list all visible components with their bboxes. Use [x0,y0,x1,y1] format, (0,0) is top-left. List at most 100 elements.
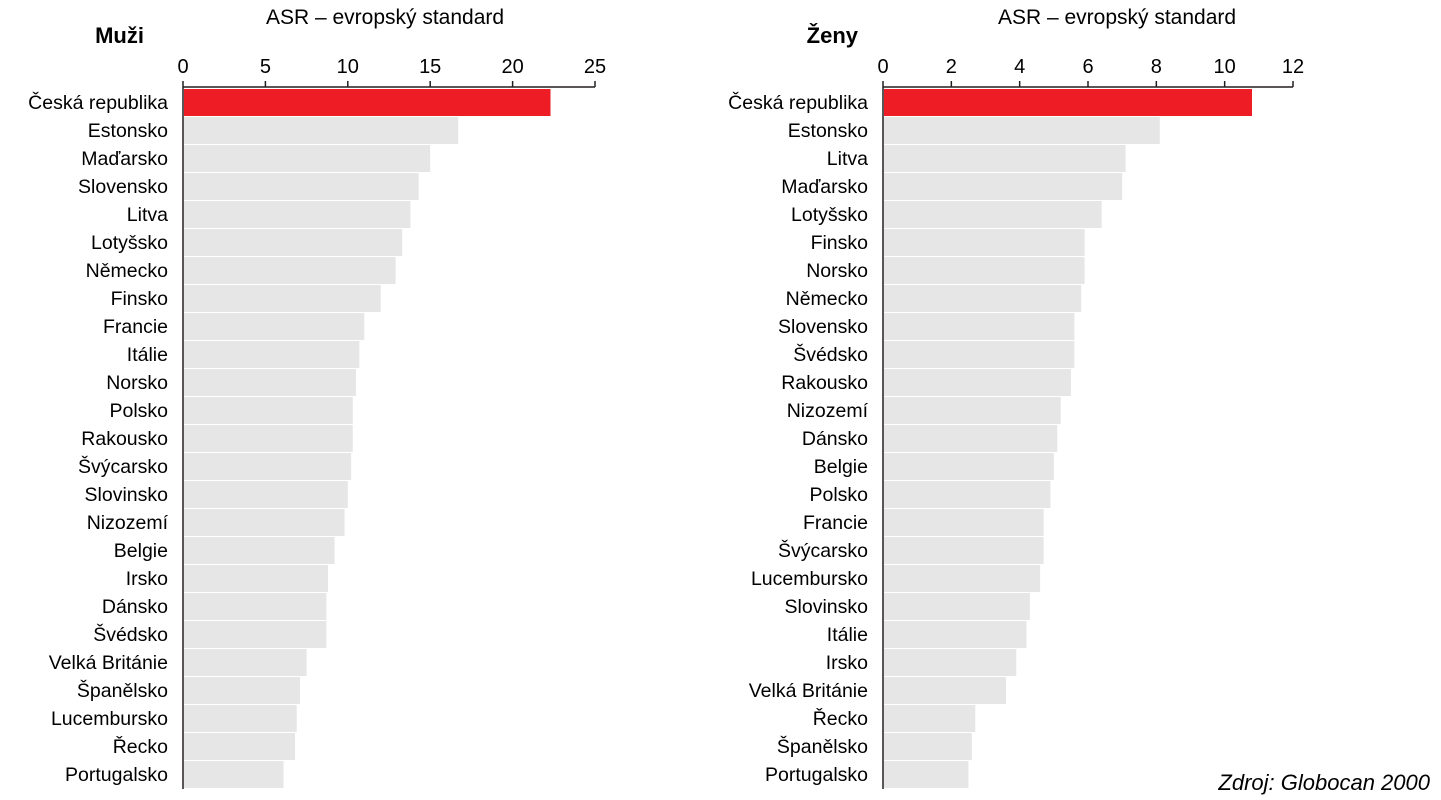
x-tick-label: 5 [260,56,271,78]
bar [884,733,972,760]
category-label: Belgie [814,456,868,478]
x-tick-label: 0 [877,56,888,78]
category-label: Estonsko [788,120,868,142]
category-label: Lotyšsko [91,232,168,254]
category-label: Rakousko [81,428,168,450]
category-label: Francie [103,316,168,338]
category-label: Německo [786,288,869,310]
bar [184,509,345,536]
bar [184,313,365,340]
x-tick-label: 12 [1282,56,1304,78]
x-axis-label: ASR – evropský standard [266,6,504,29]
category-label: Francie [803,512,868,534]
category-label: Česká republika [728,91,868,114]
bar [884,565,1041,592]
category-label: Polsko [809,484,868,506]
bar [884,173,1123,200]
bar [884,761,969,788]
bar [884,705,976,732]
bar [184,229,403,256]
bar [884,117,1160,144]
bar [884,201,1102,228]
x-axis-label: ASR – evropský standard [998,6,1236,29]
category-label: Irsko [826,652,868,674]
panel-title: Muži [95,23,144,48]
category-label: Lucembursko [51,708,168,730]
category-label: Belgie [114,540,168,562]
category-label: Německo [86,260,169,282]
bar [184,89,551,116]
bar [884,285,1082,312]
bar [884,537,1044,564]
bar [184,481,348,508]
bar [184,621,327,648]
category-label: Slovensko [778,316,868,338]
bar [184,173,419,200]
category-label: Nizozemí [87,512,169,534]
bar [884,89,1252,116]
x-tick-label: 8 [1151,56,1162,78]
category-label: Švédsko [93,623,168,646]
bar [884,593,1030,620]
category-label: Velká Británie [749,680,868,702]
bar [184,453,352,480]
bar [884,453,1054,480]
bar [184,593,327,620]
category-label: Lotyšsko [791,204,868,226]
x-tick-label: 10 [1214,56,1236,78]
chart-panel-zeny: Ženy ASR – evropský standard 0 2 4 6 8 10 12 Česk… [728,6,1304,789]
bar [884,397,1061,424]
bar [184,201,411,228]
x-tick-label: 15 [419,56,441,78]
x-tick-label: 2 [946,56,957,78]
category-label: Litva [127,204,168,226]
x-tick-label: 4 [1014,56,1025,78]
bar [884,677,1006,704]
bar [884,313,1075,340]
bar [184,677,301,704]
bar [884,649,1017,676]
x-tick-label: 20 [501,56,523,78]
bar [884,145,1126,172]
category-label: Itálie [827,624,868,646]
x-tick-label: 0 [177,56,188,78]
category-label: Norsko [806,260,868,282]
category-label: Litva [827,148,868,170]
category-label: Řecko [813,707,868,730]
category-label: Česká republika [28,91,168,114]
bar [184,369,357,396]
category-label: Slovinsko [85,484,169,506]
category-label: Španělsko [777,735,868,758]
category-label: Dánsko [102,596,168,618]
category-label: Estonsko [88,120,168,142]
category-label: Portugalsko [65,764,168,786]
category-label: Polsko [109,400,168,422]
bar [184,397,353,424]
source-note: Zdroj: Globocan 2000 [1217,770,1430,795]
bar [184,117,459,144]
category-label: Španělsko [77,679,168,702]
bar [884,257,1085,284]
panel-title: Ženy [807,23,859,48]
bar [184,761,284,788]
category-label: Slovensko [78,176,168,198]
bar [184,537,335,564]
bar [184,649,307,676]
bar [184,733,296,760]
bar [184,565,329,592]
bar [184,257,396,284]
x-tick-label: 6 [1082,56,1093,78]
bar [184,425,353,452]
bar [184,705,297,732]
bar [884,425,1058,452]
category-label: Finsko [111,288,169,310]
category-label: Řecko [113,735,168,758]
category-label: Irsko [126,568,168,590]
bar [884,481,1051,508]
category-label: Velká Británie [49,652,168,674]
chart-panel-muzi: Muži ASR – evropský standard 0 5 10 15 20 25 Čes… [28,6,606,789]
bar [184,341,360,368]
category-label: Dánsko [802,428,868,450]
category-label: Rakousko [781,372,868,394]
